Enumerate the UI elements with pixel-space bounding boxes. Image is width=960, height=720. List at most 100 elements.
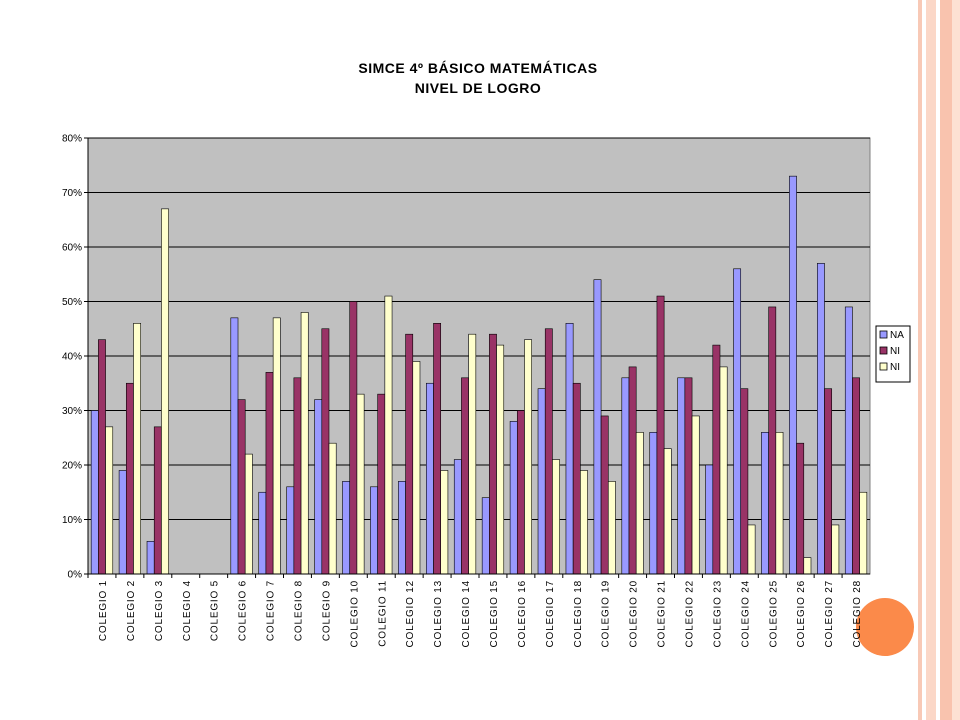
legend-label: NI [890,346,900,357]
decorative-stripe [926,0,936,720]
bar-ni [461,377,469,575]
bar-na [453,459,462,575]
bar-na [118,470,127,575]
bar-ni [321,328,330,575]
x-category-label: COLEGIO 21 [657,580,668,647]
bar-na [761,431,769,575]
x-category-label: COLEGIO 9 [321,580,332,641]
y-tick-label: 40% [62,352,82,363]
bar-ni [153,426,162,575]
decorative-stripe [918,0,922,720]
bars [88,175,870,575]
y-tick-label: 80% [62,134,82,145]
bar-ni [489,333,497,575]
bar-ni [656,295,665,575]
bar-na [705,464,714,575]
y-tick-label: 50% [62,297,82,308]
x-category-label: COLEGIO 6 [238,580,249,641]
x-category-label: COLEGIO 5 [210,580,221,641]
bar-na [509,421,518,575]
bar-ni [440,470,449,575]
x-category-label: COLEGIO 11 [377,580,388,647]
bar-ni [244,453,253,575]
x-category-label: COLEGIO 16 [517,580,528,647]
legend-swatch [879,362,888,371]
bar-ni [691,415,700,575]
bar-na [677,377,686,575]
bar-na [817,263,825,575]
y-tick-label: 60% [62,243,82,254]
chart-title-line-1: SIMCE 4º BÁSICO MATEMÁTICAS [358,60,597,76]
bar-ni [133,322,141,575]
bar-ni [125,382,134,575]
bar-na [426,382,434,575]
bar-ni [237,399,246,575]
bar-na [370,486,378,575]
bar-na [789,175,797,575]
bar-ni [684,377,693,575]
y-tick-label: 10% [62,515,82,526]
x-category-label: COLEGIO 13 [433,580,444,647]
bar-ni [552,459,560,575]
bar-na [398,481,406,575]
decorative-circle [856,598,914,656]
bar-ni [572,382,581,575]
x-category-label: COLEGIO 15 [489,580,500,647]
bar-ni [328,442,337,575]
x-category-label: COLEGIO 18 [573,580,584,647]
x-category-label: COLEGIO 26 [796,580,807,647]
bar-ni [740,388,749,575]
x-category-label: COLEGIO 28 [852,580,863,647]
bar-ni [496,344,505,575]
bar-ni [349,301,358,575]
bar-ni [607,481,616,575]
bar-ni [265,372,274,575]
bar-ni [712,344,721,575]
bar-ni [98,339,106,575]
bar-na [314,399,323,575]
x-category-label: COLEGIO 17 [545,580,556,647]
bar-ni [544,328,553,575]
x-category-label: COLEGIO 20 [629,580,640,647]
chart-title-line-2: NIVEL DE LOGRO [415,80,542,96]
x-category-label: COLEGIO 24 [740,580,751,647]
y-tick-label: 0% [68,570,83,581]
bar-ni [300,312,309,575]
bar-ni [747,524,756,575]
x-category-label: COLEGIO 3 [154,580,165,641]
x-category-label: COLEGIO 4 [182,580,193,641]
bar-na [342,481,351,575]
bar-na [481,497,490,575]
x-category-label: COLEGIO 25 [768,580,779,647]
y-tick-label: 70% [62,188,82,199]
bar-ni [852,377,860,575]
bar-ni [775,431,784,575]
bar-ni [628,366,637,575]
bar-na [733,268,742,575]
x-category-label: COLEGIO 1 [98,580,109,641]
bar-ni [293,377,302,575]
legend: NA NI NI [875,325,911,383]
bar-na [90,410,99,575]
legend-swatch [879,346,888,355]
bar-ni [859,491,868,575]
bar-na [230,317,239,575]
bar-na [593,279,602,575]
bar-na [565,322,574,575]
bar-ni [635,431,644,575]
bar-na [286,486,295,575]
x-category-label: COLEGIO 8 [293,580,304,641]
bar-ni [412,361,421,575]
bar-na [146,540,155,575]
decorative-stripe [940,0,952,720]
bar-ni [796,442,805,575]
x-category-label: COLEGIO 2 [126,580,137,641]
bar-ni [468,333,477,575]
bar-ni [719,366,728,575]
x-category-label: COLEGIO 12 [405,580,416,647]
bar-ni [384,295,393,575]
bar-ni [663,448,672,575]
bar-ni [105,426,114,575]
bar-na [649,431,658,575]
bar-na [844,306,853,575]
